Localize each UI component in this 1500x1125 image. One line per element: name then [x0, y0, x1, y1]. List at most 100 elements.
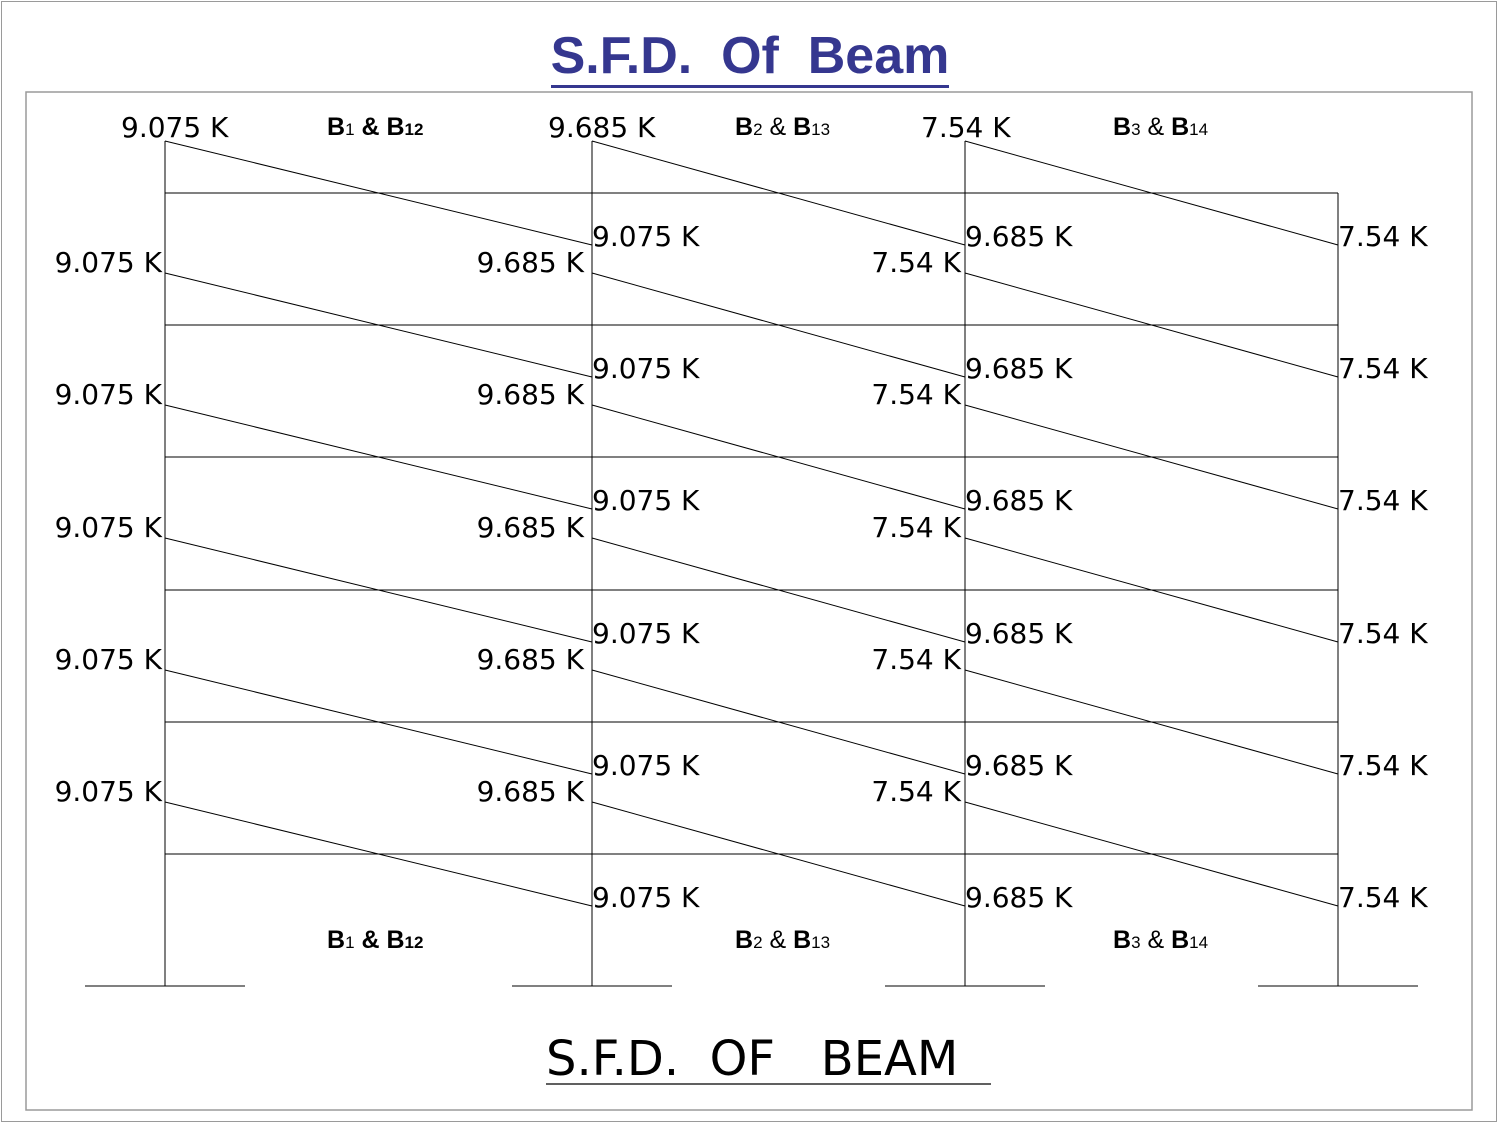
beam-label-part: 12: [405, 933, 424, 952]
sfd-diagonal-line: [964, 669, 1339, 775]
sfd-diagonal-line: [591, 272, 966, 378]
sfd-diagonal-line: [591, 537, 966, 643]
sfd-diagonal-line: [164, 537, 593, 643]
left-shear-value: 9.685 K: [477, 643, 585, 676]
right-shear-value: 9.075 K: [592, 617, 700, 650]
left-shear-value: 9.685 K: [477, 378, 585, 411]
beam-label: B3 & B14: [1113, 926, 1208, 954]
left-shear-value: 7.54 K: [871, 246, 961, 279]
sfd-diagonal-line: [164, 669, 593, 775]
beam-label-part: 3: [1131, 120, 1140, 139]
beam-label-part: B: [735, 926, 753, 954]
right-shear-value: 9.075 K: [592, 352, 700, 385]
left-shear-value: 9.075 K: [55, 511, 163, 544]
beam-label-part: 13: [811, 933, 830, 952]
left-shear-value: 7.54 K: [871, 775, 961, 808]
beam-label-part: 1: [345, 933, 354, 952]
right-shear-value: 7.54 K: [1338, 220, 1428, 253]
beam-label-part: &: [1141, 113, 1172, 141]
left-shear-value: 7.54 K: [871, 643, 961, 676]
beam-label-part: B: [386, 113, 404, 141]
sfd-diagonal-line: [964, 140, 1339, 246]
sfd-diagonal-line: [964, 537, 1339, 643]
sfd-lines: [164, 140, 1339, 907]
right-shear-value: 9.685 K: [965, 352, 1073, 385]
beam-label-part: 14: [1189, 120, 1208, 139]
left-shear-value: 9.685 K: [477, 775, 585, 808]
right-shear-value: 9.075 K: [592, 881, 700, 914]
left-shear-value: 9.075 K: [55, 775, 163, 808]
right-shear-value: 9.685 K: [965, 881, 1073, 914]
beam-label-part: &: [355, 926, 387, 954]
left-shear-value: 9.685 K: [477, 511, 585, 544]
sfd-diagonal-line: [164, 140, 593, 246]
beam-label-part: 1: [345, 120, 354, 139]
roof-shear-value: 9.075 K: [121, 111, 229, 144]
right-shear-value: 9.075 K: [592, 220, 700, 253]
beam-label-part: B: [1113, 926, 1131, 954]
beam-label-part: 2: [753, 933, 762, 952]
right-shear-value: 9.685 K: [965, 220, 1073, 253]
right-shear-value: 7.54 K: [1338, 617, 1428, 650]
page-title-text: S.F.D. Of Beam: [550, 27, 950, 88]
sfd-diagonal-line: [591, 669, 966, 775]
beam-label: B2 & B13: [735, 113, 830, 141]
sfd-diagonal-line: [164, 801, 593, 907]
right-shear-value: 7.54 K: [1338, 749, 1428, 782]
sfd-diagonal-line: [591, 801, 966, 907]
left-shear-value: 7.54 K: [871, 378, 961, 411]
sfd-diagonal-line: [964, 404, 1339, 510]
right-shear-value: 9.075 K: [592, 484, 700, 517]
left-shear-value: 9.685 K: [477, 246, 585, 279]
beam-label: B2 & B13: [735, 926, 830, 954]
right-shear-value: 9.685 K: [965, 617, 1073, 650]
beam-label-part: &: [763, 926, 794, 954]
left-shear-value: 7.54 K: [871, 511, 961, 544]
beam-label-part: 14: [1189, 933, 1208, 952]
beam-label: B1 & B12: [327, 926, 423, 954]
beam-label-part: 3: [1131, 933, 1140, 952]
sfd-diagonal-line: [964, 272, 1339, 378]
inner-frame: [25, 91, 1473, 1111]
left-shear-value: 9.075 K: [55, 246, 163, 279]
sfd-diagonal-line: [591, 404, 966, 510]
page-title: S.F.D. Of Beam: [0, 26, 1500, 88]
beam-label-part: B: [327, 926, 345, 954]
frame-lines: [85, 192, 1418, 987]
beam-label-part: B: [327, 113, 345, 141]
caption: S.F.D. OF BEAM: [546, 1031, 958, 1087]
sfd-diagonal-line: [964, 801, 1339, 907]
beam-label-part: B: [1171, 113, 1189, 141]
beam-label-part: B: [1113, 113, 1131, 141]
beam-label: B3 & B14: [1113, 113, 1208, 141]
beam-label-part: B: [386, 926, 404, 954]
right-shear-value: 9.685 K: [965, 749, 1073, 782]
beam-label-part: B: [1171, 926, 1189, 954]
value-labels: 9.075 K 9.685 K 7.54 K9.075 K 9.685 K 7.54 K…: [55, 111, 1429, 914]
right-shear-value: 9.685 K: [965, 484, 1073, 517]
beam-label-part: 13: [811, 120, 830, 139]
beam-label-part: 12: [405, 120, 424, 139]
right-shear-value: 7.54 K: [1338, 881, 1428, 914]
sfd-diagonal-line: [164, 272, 593, 378]
left-shear-value: 9.075 K: [55, 378, 163, 411]
beam-label-part: &: [1141, 926, 1172, 954]
right-shear-value: 7.54 K: [1338, 352, 1428, 385]
right-shear-value: 9.075 K: [592, 749, 700, 782]
beam-label: B1 & B12: [327, 113, 423, 141]
left-shear-value: 9.075 K: [55, 643, 163, 676]
roof-shear-value: 9.685 K: [548, 111, 656, 144]
right-shear-value: 7.54 K: [1338, 484, 1428, 517]
beam-label-part: B: [735, 113, 753, 141]
beam-label-part: 2: [753, 120, 762, 139]
beam-label-part: &: [763, 113, 794, 141]
sfd-diagonal-line: [591, 140, 966, 246]
beam-label-part: B: [793, 113, 811, 141]
beam-label-part: B: [793, 926, 811, 954]
sfd-diagonal-line: [164, 404, 593, 510]
beam-label-part: &: [355, 113, 387, 141]
roof-shear-value: 7.54 K: [921, 111, 1011, 144]
